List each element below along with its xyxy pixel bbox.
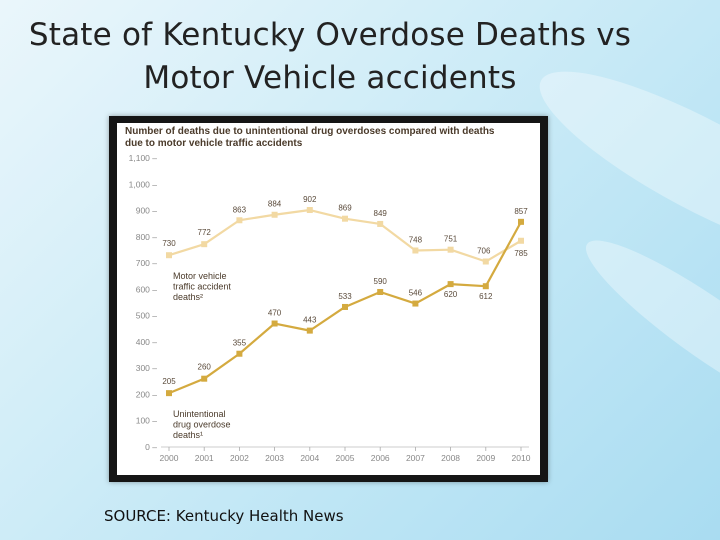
data-label-motor: 748	[409, 235, 423, 244]
data-point-motor	[342, 215, 348, 222]
x-tick-label: 2004	[300, 453, 319, 463]
chart-title-line-1: Number of deaths due to unintentional dr…	[125, 126, 495, 137]
y-tick-label: 0 –	[145, 442, 157, 452]
chart-title-line-2: due to motor vehicle traffic accidents	[125, 138, 303, 149]
data-point-overdose	[166, 390, 172, 397]
x-tick-label: 2003	[265, 453, 284, 463]
data-point-motor	[306, 207, 313, 214]
x-tick-label: 2008	[441, 453, 460, 463]
data-point-overdose	[447, 281, 454, 288]
data-point-motor	[236, 217, 243, 224]
source-note: SOURCE: Kentucky Health News	[104, 507, 344, 525]
y-tick-label: 600 –	[136, 284, 158, 294]
y-tick-label: 700 –	[136, 258, 158, 268]
data-point-motor	[271, 211, 278, 218]
data-point-overdose	[412, 300, 419, 307]
data-label-motor: 730	[162, 239, 176, 248]
y-tick-label: 400 –	[136, 337, 158, 347]
data-label-motor: 863	[233, 205, 247, 214]
data-label-overdose: 620	[444, 290, 458, 299]
data-point-overdose	[271, 320, 278, 327]
slide-title: State of Kentucky Overdose Deaths vs Mot…	[20, 14, 640, 100]
data-point-motor	[166, 252, 172, 259]
x-tick-label: 2000	[160, 453, 179, 463]
data-label-overdose: 355	[233, 339, 247, 348]
data-label-motor: 785	[514, 249, 528, 258]
data-point-overdose	[236, 350, 243, 357]
data-label-motor: 869	[338, 204, 352, 213]
data-label-motor: 772	[198, 228, 212, 237]
x-tick-label: 2002	[230, 453, 249, 463]
data-label-overdose: 533	[338, 292, 352, 301]
line-chart: 0 – 100 – 200 – 300 – 400 – 500 – 600 – 700 – 80…	[129, 153, 531, 463]
data-label-motor: 902	[303, 195, 317, 204]
data-label-motor: 751	[444, 235, 458, 244]
data-label-overdose: 443	[303, 316, 317, 325]
background-swoosh-2	[569, 219, 720, 441]
data-point-motor	[447, 246, 454, 253]
y-tick-label: 100 –	[136, 416, 158, 426]
data-label-motor: 884	[268, 200, 282, 209]
y-tick-label: 1,000 –	[129, 179, 158, 189]
y-tick-label: 900 –	[136, 206, 158, 216]
y-tick-label: 500 –	[136, 311, 158, 321]
data-point-overdose	[482, 283, 489, 290]
data-label-motor: 706	[477, 247, 491, 256]
data-label-overdose: 612	[479, 292, 493, 301]
x-tick-label: 2007	[406, 453, 425, 463]
chart-panel: Number of deaths due to unintentional dr…	[117, 123, 540, 475]
series-name-motor: deaths²	[173, 292, 203, 302]
x-tick-label: 2010	[512, 453, 531, 463]
data-point-overdose	[342, 303, 348, 310]
y-tick-label: 800 –	[136, 232, 158, 242]
data-point-motor	[412, 247, 419, 254]
data-point-overdose	[306, 327, 313, 334]
data-label-overdose: 546	[409, 289, 423, 298]
data-label-overdose: 260	[198, 363, 212, 372]
data-point-overdose	[518, 218, 524, 225]
series-name-overdose: drug overdose	[173, 420, 231, 430]
data-point-overdose	[201, 375, 208, 382]
series-name-overdose: deaths¹	[173, 430, 203, 440]
series-name-motor: traffic accident	[173, 282, 231, 292]
data-point-motor	[201, 241, 208, 248]
y-tick-label: 1,100 –	[129, 153, 158, 163]
x-tick-label: 2001	[195, 453, 214, 463]
data-point-motor	[377, 220, 384, 227]
data-label-overdose: 470	[268, 309, 282, 318]
y-tick-label: 300 –	[136, 363, 158, 373]
chart-frame: Number of deaths due to unintentional dr…	[109, 116, 548, 482]
series-name-motor: Motor vehicle	[173, 271, 227, 281]
data-point-motor	[518, 237, 524, 244]
data-label-overdose: 857	[514, 207, 528, 216]
data-label-overdose: 205	[162, 377, 176, 386]
chart-title: Number of deaths due to unintentional dr…	[125, 126, 535, 150]
data-point-motor	[482, 258, 489, 265]
y-tick-label: 200 –	[136, 389, 158, 399]
slide-title-line-1: State of Kentucky Overdose Deaths vs	[28, 17, 632, 53]
slide-title-line-2: Motor Vehicle accidents	[143, 60, 517, 96]
data-point-overdose	[377, 288, 384, 295]
data-label-motor: 849	[374, 209, 388, 218]
x-tick-label: 2005	[336, 453, 355, 463]
x-tick-label: 2006	[371, 453, 390, 463]
data-label-overdose: 590	[374, 277, 388, 286]
x-tick-label: 2009	[476, 453, 495, 463]
series-name-overdose: Unintentional	[173, 409, 226, 419]
